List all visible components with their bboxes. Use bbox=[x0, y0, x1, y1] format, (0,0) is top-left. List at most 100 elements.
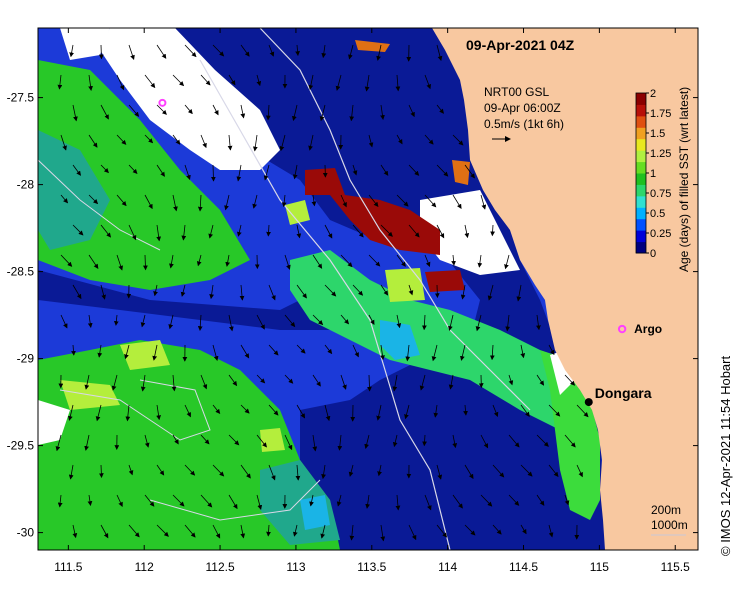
place-dot-icon[interactable] bbox=[584, 398, 593, 407]
current-vector-arrow bbox=[181, 224, 187, 241]
current-vector-arrow bbox=[140, 374, 146, 392]
current-vector-arrow bbox=[368, 254, 381, 267]
current-vector-arrow bbox=[153, 284, 158, 297]
current-vector-arrow bbox=[380, 284, 389, 296]
current-vector-arrow bbox=[296, 344, 306, 354]
current-vector-arrow bbox=[256, 494, 263, 510]
current-vector-arrow bbox=[436, 524, 448, 538]
cloud-north bbox=[100, 28, 280, 170]
current-vector-arrow bbox=[111, 374, 118, 391]
current-vector-arrow bbox=[268, 284, 276, 301]
current-vector-arrow bbox=[240, 344, 250, 359]
current-vector-arrow bbox=[200, 74, 211, 86]
current-vector-arrow bbox=[408, 524, 417, 541]
current-vector-arrow bbox=[380, 524, 386, 542]
current-vector-arrow bbox=[69, 44, 74, 58]
current-vector-arrow bbox=[71, 344, 76, 356]
current-vector-arrow bbox=[508, 374, 514, 386]
argo-label: Argo bbox=[634, 322, 662, 336]
current-vector-arrow bbox=[184, 164, 191, 181]
current-vector-arrow bbox=[156, 224, 162, 242]
current-vector-arrow bbox=[452, 134, 464, 146]
current-vector-arrow bbox=[460, 344, 466, 361]
y-tick-label: -28.5 bbox=[7, 265, 35, 279]
current-vector-arrow bbox=[128, 524, 140, 538]
current-vector-arrow bbox=[452, 434, 458, 449]
colorbar-segment bbox=[636, 161, 646, 174]
argo-float-marker-icon[interactable] bbox=[158, 98, 167, 107]
current-scale-label: 0.5m/s (1kt 6h) bbox=[484, 117, 564, 131]
colorbar-segment bbox=[636, 104, 646, 117]
current-vector-arrow bbox=[144, 494, 155, 507]
current-vector-arrow bbox=[240, 464, 251, 479]
y-axis: -27.5 -28 -28.5 -29 -29.5 -30 bbox=[7, 91, 698, 540]
current-vector-arrow bbox=[419, 374, 426, 391]
current-vector-arrow bbox=[212, 344, 219, 362]
current-vector-arrow bbox=[436, 224, 445, 239]
current-vector-arrow bbox=[352, 224, 364, 238]
current-vector-arrow bbox=[128, 224, 137, 241]
current-vector-arrow bbox=[492, 404, 499, 418]
colorbar-tick-label: 2 bbox=[650, 88, 656, 100]
current-vector-arrow bbox=[184, 524, 196, 538]
current-vector-arrow bbox=[392, 434, 398, 448]
current-vector-arrow bbox=[256, 374, 266, 384]
current-vector-arrow bbox=[548, 344, 555, 356]
current-vector-arrow bbox=[124, 344, 130, 360]
current-vector-arrow bbox=[448, 374, 454, 390]
current-vector-arrow bbox=[236, 224, 242, 237]
current-vector-arrow bbox=[268, 464, 276, 481]
current-vector-arrow bbox=[60, 134, 67, 151]
current-vector-arrow bbox=[225, 254, 231, 267]
current-vector-arrow bbox=[516, 284, 522, 302]
current-vector-arrow bbox=[116, 194, 127, 207]
colorbar-label: Age (days) of filled SST (wrt latest) bbox=[677, 87, 691, 272]
current-vector-arrow bbox=[312, 314, 324, 326]
current-vector-arrow bbox=[72, 224, 84, 236]
current-vector-arrow bbox=[84, 434, 90, 451]
current-vector-arrow bbox=[364, 74, 370, 92]
imos-credit: © IMOS 12-Apr-2021 11:54 Hobart bbox=[718, 355, 733, 556]
current-vector-arrow bbox=[380, 344, 385, 361]
current-vector-arrow bbox=[184, 464, 196, 476]
argo-marker-icon[interactable] bbox=[617, 324, 627, 334]
current-vector-arrow bbox=[548, 524, 554, 538]
current-vector-arrow bbox=[295, 44, 300, 57]
colorbar-tick-label: 1.5 bbox=[650, 128, 665, 140]
current-vector-arrow bbox=[576, 404, 589, 418]
x-tick-label: 112.5 bbox=[205, 560, 234, 574]
isobath-1000m-label: 1000m bbox=[651, 518, 688, 532]
current-vector-arrow bbox=[172, 434, 179, 445]
current-vector-arrow bbox=[279, 134, 286, 152]
current-vector-arrow bbox=[169, 254, 174, 269]
colorbar-segment bbox=[636, 195, 646, 208]
current-vector-arrow bbox=[480, 194, 487, 210]
current-vector-arrow bbox=[197, 194, 203, 212]
current-vector-arrow bbox=[100, 164, 109, 174]
current-vector-arrow bbox=[396, 314, 402, 329]
orange-spot-north bbox=[355, 40, 390, 52]
current-vector-arrow bbox=[349, 524, 355, 541]
current-vector-arrow bbox=[364, 434, 370, 449]
current-vector-arrow bbox=[520, 344, 526, 359]
colorbar-segment bbox=[636, 173, 646, 185]
current-vector-arrow bbox=[144, 434, 150, 448]
current-vector-arrow bbox=[312, 254, 323, 269]
current-vector-arrow bbox=[268, 344, 279, 356]
current-vector-arrow bbox=[463, 404, 468, 416]
current-vector-arrow bbox=[404, 404, 410, 420]
current-vector-arrow bbox=[408, 104, 415, 118]
current-vector-arrow bbox=[324, 404, 331, 422]
teal-patch-west bbox=[38, 130, 110, 250]
current-vector-arrow bbox=[228, 494, 238, 510]
colorbar-ticks: 0 0.25 0.5 0.75 1 1.25 1.5 1.75 2 bbox=[646, 88, 671, 260]
current-vector-arrow bbox=[256, 74, 262, 87]
current-vector-arrow bbox=[349, 104, 355, 122]
current-vector-arrow bbox=[464, 224, 470, 239]
current-vector-arrow bbox=[421, 314, 427, 331]
current-vector-arrow bbox=[209, 284, 215, 300]
current-vector-arrow bbox=[55, 434, 62, 452]
current-vector-arrow bbox=[128, 464, 134, 476]
current-vector-arrow bbox=[265, 104, 271, 121]
